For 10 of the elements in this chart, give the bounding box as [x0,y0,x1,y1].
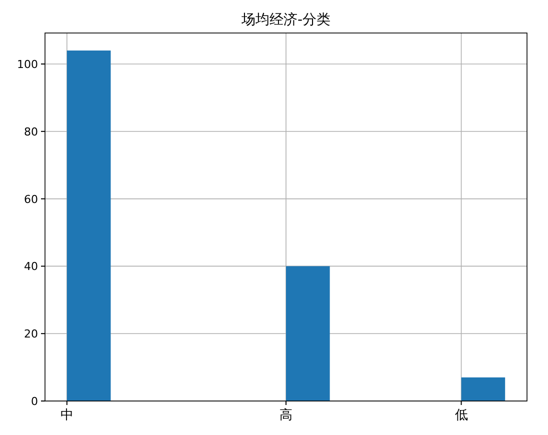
x-tick-label: 高 [280,407,292,423]
y-tick-label: 80 [24,125,38,138]
y-tick-label: 60 [24,192,38,206]
y-tick-label: 0 [31,395,38,408]
y-tick-label: 20 [24,328,38,341]
y-tick-label: 40 [24,260,38,274]
x-tick-label: 中 [60,408,74,423]
chart-title: 场均经济-分类 [240,12,331,28]
y-tick-label: 100 [17,58,38,72]
x-tick-label: 低 [454,408,468,423]
